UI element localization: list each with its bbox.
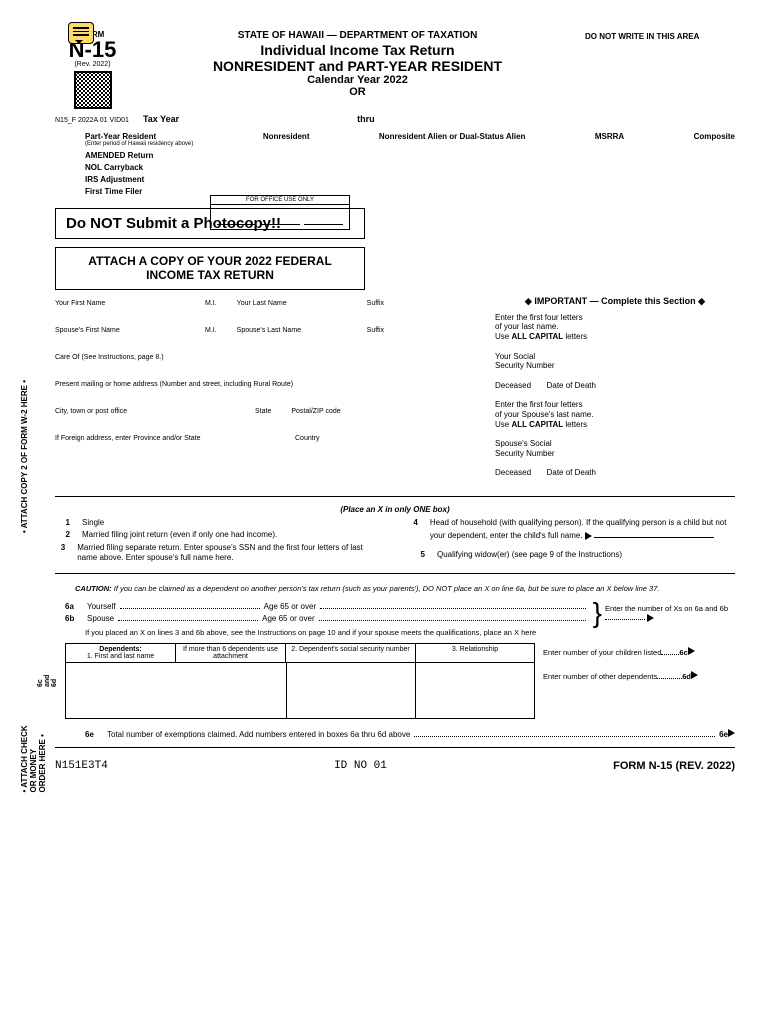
filing-4: Head of household (with qualifying perso… [430, 518, 735, 542]
filing-3: Married filing separate return. Enter sp… [77, 543, 380, 564]
filing-2: Married filing joint return (even if onl… [82, 530, 277, 540]
field-last-name: Your Last Name [237, 300, 347, 307]
form-code: N15_F 2022A 01 VID01 [55, 117, 129, 124]
tax-year-label: Tax Year [143, 114, 179, 124]
line-6a-age: Age 65 or over [264, 602, 316, 611]
line-6e-tag: 6e [719, 730, 728, 739]
comment-icon [68, 22, 94, 44]
status-part-year: Part-Year Resident(Enter period of Hawai… [85, 132, 193, 147]
field-mi: M.I. [205, 300, 217, 307]
or-line: OR [130, 86, 585, 98]
field-country: Country [295, 435, 320, 442]
filing-1: Single [82, 518, 104, 528]
field-foreign: If Foreign address, enter Province and/o… [55, 435, 275, 442]
status-composite: Composite [694, 132, 735, 147]
filing-title: (Place an X in only ONE box) [55, 505, 735, 514]
footer-left: N151E3T4 [55, 760, 108, 772]
info-deceased: Deceased Date of Death [495, 381, 735, 391]
calendar-year: Calendar Year 2022 [130, 74, 585, 86]
form-revision: (Rev. 2022) [55, 61, 130, 68]
info-last4: Enter the first four lettersof your last… [495, 313, 735, 342]
line-6b-label: 6b [65, 614, 87, 623]
field-zip: Postal/ZIP code [291, 408, 340, 415]
thru-label: thru [357, 114, 375, 124]
field-suffix: Suffix [367, 300, 384, 307]
side-w2-label: • ATTACH COPY 2 OF FORM W-2 HERE • [20, 380, 29, 533]
status-nonresident: Nonresident [263, 132, 310, 147]
field-first-name: Your First Name [55, 300, 185, 307]
field-sp-first: Spouse's First Name [55, 327, 185, 334]
no-write-area: DO NOT WRITE IN THIS AREA [585, 30, 735, 41]
status-alien: Nonresident Alien or Dual-Status Alien [379, 132, 526, 147]
important-title: ◆ IMPORTANT — Complete this Section ◆ [495, 296, 735, 307]
line-6a-label: 6a [65, 602, 87, 611]
field-address: Present mailing or home address (Number … [55, 381, 293, 388]
line-6-note: If you placed an X on lines 3 and 6b abo… [85, 628, 735, 637]
title-2: NONRESIDENT and PART-YEAR RESIDENT [130, 58, 585, 74]
filing-5: Qualifying widow(er) (see page 9 of the … [437, 550, 622, 560]
line-6b-age: Age 65 or over [262, 614, 314, 623]
office-use-title: FOR OFFICE USE ONLY [211, 196, 349, 205]
attach-federal-box: ATTACH A COPY OF YOUR 2022 FEDERAL INCOM… [55, 247, 365, 290]
state-line: STATE OF HAWAII — DEPARTMENT OF TAXATION [130, 30, 585, 41]
office-use-box: FOR OFFICE USE ONLY [210, 195, 350, 230]
status-msrra: MSRRA [595, 132, 624, 147]
check-irs: IRS Adjustment [85, 174, 735, 186]
line-6e-text: Total number of exemptions claimed. Add … [107, 730, 410, 739]
info-sp-last4: Enter the first four lettersof your Spou… [495, 400, 735, 429]
footer-mid: ID NO 01 [334, 760, 387, 772]
field-state: State [255, 408, 271, 415]
field-city: City, town or post office [55, 408, 235, 415]
caution-text: CAUTION: If you can be claimed as a depe… [75, 584, 735, 593]
info-sp-ssn: Spouse's SocialSecurity Number [495, 439, 735, 458]
qr-code [74, 71, 112, 109]
line-6a-text: Yourself [87, 602, 116, 611]
footer-right: FORM N-15 (REV. 2022) [613, 760, 735, 772]
field-sp-suffix: Suffix [367, 327, 384, 334]
line-6d: Enter number of other dependents 6d [543, 671, 715, 681]
field-sp-mi: M.I. [205, 327, 217, 334]
check-nol: NOL Carryback [85, 162, 735, 174]
line-6e-label: 6e [85, 730, 107, 739]
brace-icon: } [593, 602, 602, 624]
info-ssn: Your SocialSecurity Number [495, 352, 735, 371]
field-care-of: Care Of (See Instructions, page 8.) [55, 354, 164, 361]
check-amended: AMENDED Return [85, 150, 735, 162]
brace-note: Enter the number of Xs on 6a and 6b [605, 604, 735, 622]
check-first: First Time Filer [85, 186, 735, 198]
side-check-label: • ATTACH CHECK OR MONEY ORDER HERE • [20, 720, 47, 792]
title-1: Individual Income Tax Return [130, 42, 585, 58]
field-sp-last: Spouse's Last Name [237, 327, 347, 334]
dependents-table: Dependents:1. First and last name If mor… [65, 643, 535, 719]
line-6b-text: Spouse [87, 614, 114, 623]
info-sp-deceased: Deceased Date of Death [495, 468, 735, 478]
dep-side-label: 6cand6d [37, 637, 58, 687]
line-6c: Enter number of your children listed 6c [543, 647, 715, 657]
